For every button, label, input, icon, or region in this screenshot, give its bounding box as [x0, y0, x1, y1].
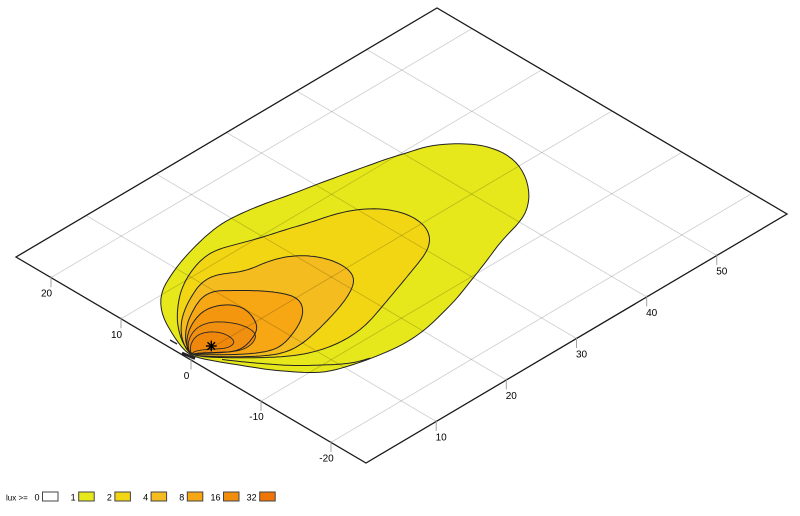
svg-text:20: 20	[41, 289, 53, 300]
svg-text:50: 50	[716, 267, 728, 278]
svg-text:lux >=: lux >=	[6, 494, 28, 503]
svg-text:30: 30	[576, 350, 588, 361]
svg-text:40: 40	[646, 308, 658, 319]
svg-text:0: 0	[184, 371, 190, 382]
svg-text:20: 20	[506, 391, 518, 402]
svg-text:8: 8	[179, 493, 184, 503]
svg-text:-10: -10	[249, 412, 264, 423]
svg-text:4: 4	[143, 493, 148, 503]
svg-text:32: 32	[247, 493, 257, 503]
svg-text:16: 16	[210, 493, 220, 503]
svg-text:-20: -20	[319, 453, 334, 464]
svg-text:10: 10	[436, 433, 448, 444]
svg-text:0: 0	[34, 493, 39, 503]
svg-text:10: 10	[111, 330, 123, 341]
svg-text:1: 1	[71, 493, 76, 503]
svg-text:2: 2	[107, 493, 112, 503]
